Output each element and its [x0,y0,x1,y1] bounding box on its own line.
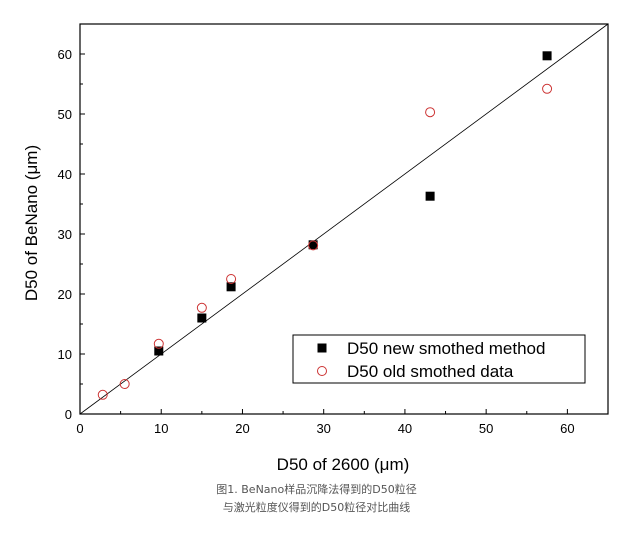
x-tick-label: 50 [479,421,493,436]
figure-caption-line-1: 图1. BeNano样品沉降法得到的D50粒径 [216,483,417,496]
y-tick-label: 60 [58,47,72,62]
x-tick-label: 60 [560,421,574,436]
data-point-new-method [308,240,318,250]
data-point-old-data [97,389,108,400]
data-point-old-data [196,302,207,313]
y-tick-label: 40 [58,167,72,182]
scatter-chart: 0 10 20 30 40 50 60 0 10 20 30 40 50 60 D50 new smothe… [22,23,609,474]
y-tick-label: 10 [58,347,72,362]
legend-box [292,334,586,384]
legend-marker [317,366,327,376]
x-tick-label: 0 [76,421,83,436]
x-tick-label: 10 [154,421,168,436]
legend-marker [317,343,327,353]
data-point-new-method [425,191,435,201]
data-point-new-method [197,313,207,323]
x-tick-label: 20 [235,421,249,436]
plot-layer: 0 10 20 30 40 50 60 0 10 20 30 40 50 60 D50 new smothe… [58,23,609,436]
plot-frame [79,23,609,415]
data-point-old-data [425,107,436,118]
legend-entry: D50 new smothed method [347,339,545,358]
x-tick-label: 30 [316,421,330,436]
data-point-old-data [153,338,164,349]
figure-caption-line-2: 与激光粒度仪得到的D50粒径对比曲线 [222,501,411,514]
data-point-new-method [154,346,164,356]
data-point-old-data [119,379,130,389]
data-point-new-method [542,51,552,61]
data-point-new-method [226,282,236,292]
y-tick-label: 20 [58,287,72,302]
legend-entry: D50 old smothed data [347,362,514,381]
y-tick-label: 30 [58,227,72,242]
data-point-old-data [542,83,553,94]
data-point-old-data [308,240,319,251]
x-tick-label: 40 [398,421,412,436]
y-tick-label: 0 [65,407,72,422]
reference-line [79,23,609,415]
x-axis-label: D50 of 2600 (μm) [277,455,410,474]
y-axis-label: D50 of BeNano (μm) [22,145,41,301]
y-tick-label: 50 [58,107,72,122]
data-point-old-data [226,274,237,284]
